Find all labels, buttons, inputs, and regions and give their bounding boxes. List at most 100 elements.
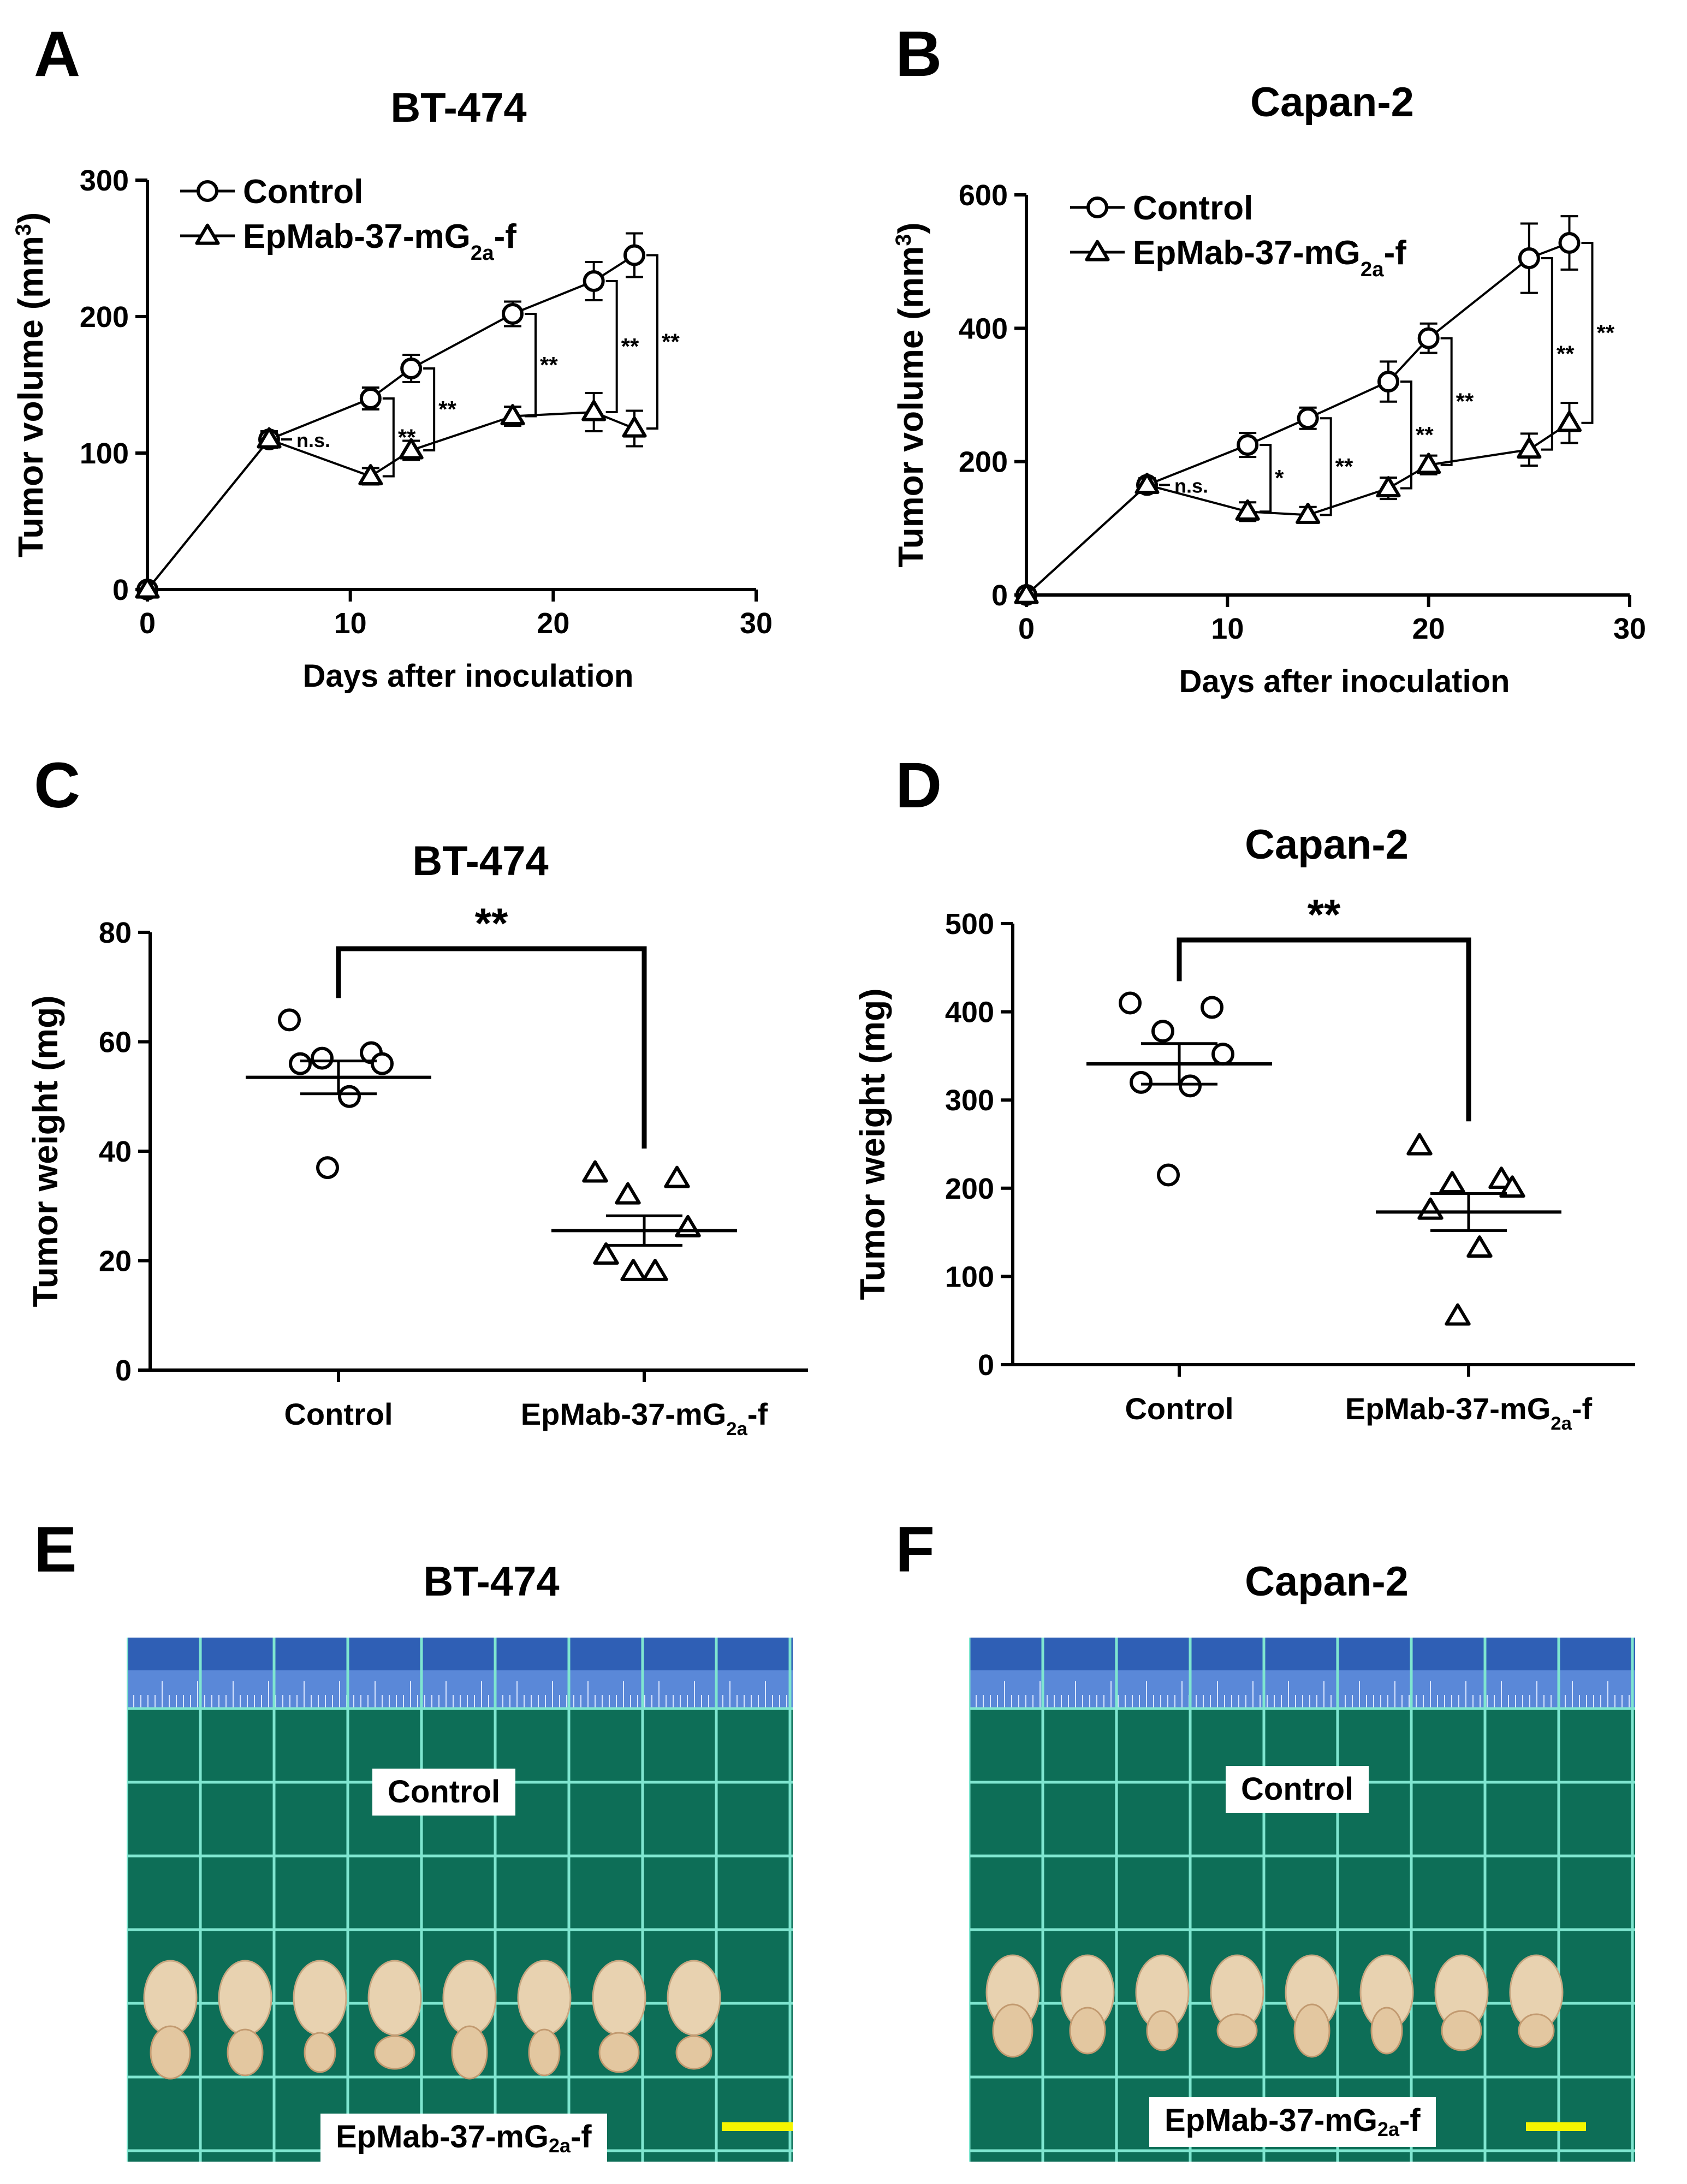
significance-bracket-d	[1177, 937, 1471, 1122]
tumor-treated-bt474	[598, 2032, 640, 2073]
data-point-c-0	[278, 1008, 301, 1032]
tumor-control-bt474	[667, 1960, 721, 2036]
data-point-c-0	[338, 1085, 361, 1108]
data-point-d-0	[1179, 1074, 1202, 1098]
x-category-label-c-0: Control	[284, 1397, 393, 1431]
data-point-a-1	[358, 464, 383, 486]
y-tick-label-b: 400	[959, 312, 1008, 345]
data-point-c-0	[311, 1046, 334, 1070]
data-point-a-0	[623, 244, 645, 266]
x-tick-label-b: 20	[1412, 612, 1445, 645]
significance-label-d: **	[1308, 890, 1341, 938]
tumor-treated-bt474	[227, 2028, 264, 2076]
tumor-control-bt474	[218, 1960, 272, 2036]
data-point-c-1	[582, 1160, 608, 1183]
x-tick-label-b: 10	[1211, 612, 1244, 645]
data-point-b-1	[1376, 476, 1401, 498]
tumor-treated-capan2	[1216, 2013, 1258, 2048]
data-point-b-1	[1134, 473, 1160, 494]
tumor-control-bt474	[367, 1960, 422, 2036]
photo-label-treated-capan2: EpMab-37-mG2a-f	[1149, 2097, 1436, 2147]
tumor-photo-bt474: Control EpMab-37-mG2a-f	[127, 1638, 793, 2162]
series-line-b-1	[1025, 422, 1570, 596]
y-tick-label-d: 400	[945, 996, 994, 1029]
photo-grid-capan2	[969, 1638, 1635, 2162]
x-category-label-c-1: EpMab-37-mG2a-f	[521, 1397, 768, 1439]
data-point-b-1	[1517, 437, 1542, 459]
data-point-c-0	[289, 1052, 312, 1075]
data-point-d-1	[1439, 1171, 1465, 1194]
tumor-treated-bt474	[451, 2025, 488, 2080]
data-point-d-1	[1406, 1133, 1433, 1156]
data-point-d-1	[1488, 1167, 1514, 1189]
panel-letter-a: A	[34, 18, 81, 90]
data-point-a-1	[622, 416, 647, 438]
tumor-treated-capan2	[1069, 2007, 1106, 2055]
x-category-label-d-0: Control	[1125, 1391, 1233, 1426]
y-tick-label-c: 40	[99, 1135, 132, 1168]
legend-marker-a-0	[197, 180, 218, 202]
y-tick-label-c: 20	[99, 1245, 132, 1278]
scale-bar-capan2	[1526, 2122, 1586, 2131]
data-point-d-0	[1151, 1020, 1174, 1043]
legend-marker-b-0	[1086, 197, 1108, 218]
tumor-treated-capan2	[992, 2003, 1033, 2058]
tumor-control-bt474	[143, 1960, 198, 2036]
data-point-a-1	[500, 404, 525, 426]
data-point-c-1	[642, 1259, 668, 1281]
photo-label-control-bt474: Control	[372, 1769, 516, 1816]
significance-label-a: n.s.	[296, 429, 330, 451]
panel-title-d: Capan-2	[1245, 822, 1409, 868]
tumor-treated-capan2	[1293, 2003, 1330, 2058]
tumor-treated-bt474	[304, 2032, 336, 2073]
data-point-d-1	[1417, 1197, 1444, 1220]
y-tick-label-a: 100	[80, 437, 129, 470]
y-tick-label-b: 600	[959, 179, 1008, 212]
panel-title-a: BT-474	[390, 85, 527, 131]
significance-label-b: **	[1335, 454, 1353, 479]
data-point-b-0	[1297, 407, 1319, 430]
y-tick-label-c: 60	[99, 1026, 132, 1059]
y-axis-label-c: Tumor weight (mg)	[26, 995, 65, 1307]
significance-bracket-b	[1541, 257, 1553, 451]
data-point-d-1	[1445, 1303, 1471, 1326]
legend-label-b-0: Control	[1133, 189, 1253, 227]
legend-marker-b-1	[1085, 240, 1110, 261]
y-tick-label-d: 500	[945, 908, 994, 941]
tumor-treated-capan2	[1441, 2010, 1482, 2051]
significance-bracket-a	[382, 397, 395, 478]
panel-title-c: BT-474	[412, 838, 549, 884]
scale-bar-bt474	[722, 2122, 793, 2131]
tumor-control-bt474	[517, 1960, 572, 2036]
panel-letter-d: D	[895, 749, 942, 822]
series-line-b-0	[1025, 242, 1570, 596]
data-point-c-0	[316, 1156, 339, 1180]
significance-label-c: **	[475, 899, 508, 947]
panel-letter-f: F	[895, 1514, 935, 1586]
y-tick-label-a: 300	[80, 164, 129, 197]
data-point-b-1	[1416, 453, 1441, 474]
series-line-a-0	[146, 254, 635, 591]
panel-title-f: Capan-2	[1245, 1558, 1409, 1605]
significance-label-a: **	[438, 396, 456, 422]
data-point-d-0	[1157, 1163, 1180, 1187]
significance-bracket-a	[423, 367, 436, 451]
tumor-treated-bt474	[374, 2035, 415, 2070]
data-point-a-1	[135, 577, 160, 599]
data-point-b-0	[1558, 231, 1581, 254]
data-point-a-0	[583, 270, 605, 292]
tumor-treated-bt474	[150, 2025, 191, 2080]
data-point-d-0	[1119, 991, 1142, 1015]
significance-label-b: **	[1456, 389, 1474, 414]
data-point-a-1	[581, 400, 607, 421]
legend-marker-a-1	[195, 223, 220, 245]
tumor-control-bt474	[442, 1960, 497, 2036]
data-point-b-1	[1235, 499, 1260, 521]
tumor-treated-bt474	[528, 2028, 561, 2076]
y-tick-label-d: 200	[945, 1173, 994, 1205]
x-tick-label-b: 0	[1018, 612, 1035, 645]
significance-bracket-b	[1400, 380, 1412, 490]
tumor-control-bt474	[293, 1960, 347, 2036]
significance-bracket-a	[646, 254, 658, 430]
